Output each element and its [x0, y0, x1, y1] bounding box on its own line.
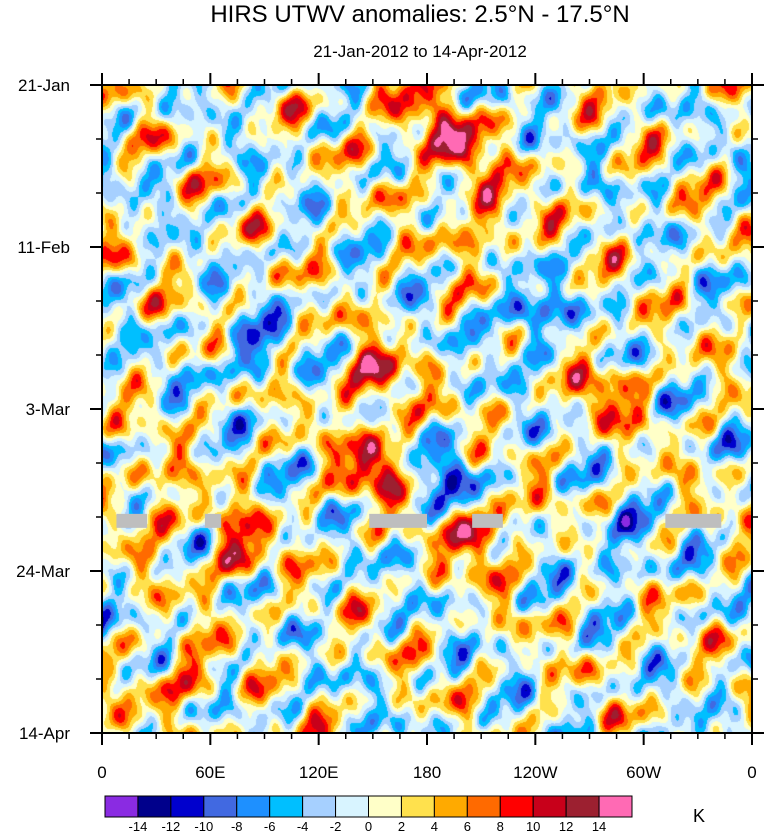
- y-axis-tick-labels: 21-Jan 11-Feb 3-Mar 24-Mar 14-Apr: [16, 76, 70, 743]
- colorbar-swatch: [466, 795, 501, 818]
- colorbar-label: -12: [161, 819, 180, 834]
- colorbar-label: -14: [129, 819, 148, 834]
- colorbar-swatch: [203, 795, 238, 818]
- colorbar-swatch: [335, 795, 369, 818]
- colorbar-label: -2: [330, 819, 342, 834]
- colorbar-label: 0: [365, 819, 372, 834]
- colorbar-label: 14: [592, 819, 606, 834]
- x-tick-label: 120E: [299, 763, 339, 782]
- missing-data-segment: [472, 513, 503, 528]
- colorbar-swatch: [499, 795, 534, 818]
- x-tick-label: 120W: [513, 763, 557, 782]
- y-tick-label: 21-Jan: [18, 76, 70, 95]
- colorbar-label: 4: [431, 819, 438, 834]
- y-tick-label: 24-Mar: [16, 562, 70, 581]
- colorbar-label: 10: [526, 819, 540, 834]
- colorbar-label: 8: [497, 819, 504, 834]
- anomaly-contour-field: [102, 85, 752, 733]
- colorbar-label: -10: [194, 819, 213, 834]
- colorbar-swatch: [368, 795, 402, 818]
- colorbar-swatch: [433, 795, 468, 818]
- colorbar-label: 2: [398, 819, 405, 834]
- missing-data-layer: [116, 513, 722, 528]
- x-tick-label: 60W: [626, 763, 661, 782]
- x-tick-label: 180: [413, 763, 441, 782]
- colorbar-swatch: [400, 795, 435, 818]
- colorbar-label: -8: [231, 819, 243, 834]
- axis-ticks: [90, 73, 764, 745]
- colorbar-labels: -14 -12 -10 -8 -6 -4 -2 0 2 4 6 8 10 12 14: [129, 819, 607, 834]
- x-tick-label: 0: [97, 763, 106, 782]
- colorbar-label: 6: [464, 819, 471, 834]
- y-tick-label: 3-Mar: [26, 400, 71, 419]
- missing-data-segment: [665, 513, 722, 528]
- y-tick-label: 14-Apr: [19, 724, 70, 743]
- colorbar-swatch: [170, 795, 205, 818]
- chart-subtitle: 21-Jan-2012 to 14-Apr-2012: [313, 42, 527, 61]
- colorbar-swatch: [532, 795, 567, 818]
- x-tick-label: 0: [747, 763, 756, 782]
- colorbar-label: -4: [297, 819, 309, 834]
- colorbar: [104, 795, 633, 818]
- chart-title: HIRS UTWV anomalies: 2.5°N - 17.5°N: [210, 1, 629, 28]
- colorbar-swatch: [137, 795, 172, 818]
- colorbar-label: -6: [264, 819, 276, 834]
- y-tick-label: 11-Feb: [17, 238, 70, 257]
- missing-data-segment: [204, 513, 222, 528]
- colorbar-swatch: [236, 795, 271, 818]
- colorbar-swatch: [104, 795, 139, 818]
- colorbar-swatch: [565, 795, 600, 818]
- colorbar-label: 12: [559, 819, 573, 834]
- missing-data-segment: [116, 513, 148, 528]
- colorbar-swatch: [269, 795, 304, 818]
- missing-data-segment: [369, 513, 427, 528]
- x-tick-label: 60E: [195, 763, 225, 782]
- colorbar-swatch: [302, 795, 337, 818]
- colorbar-swatch: [598, 795, 633, 818]
- contour-field-container: [102, 85, 752, 733]
- units-label: K: [693, 806, 705, 826]
- x-axis-tick-labels: 0 60E 120E 180 120W 60W 0: [97, 763, 756, 782]
- plot-area: 0 60E 120E 180 120W 60W 0 21-Jan 11-Feb 3-Mar 24-…: [16, 73, 764, 782]
